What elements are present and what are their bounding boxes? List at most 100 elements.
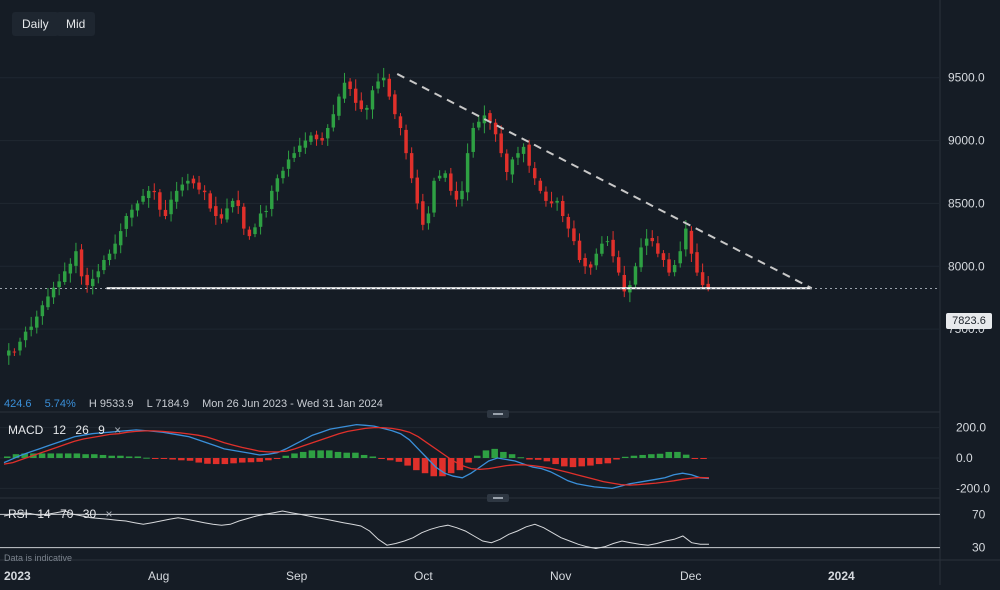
- macd-histogram-bar: [125, 456, 133, 458]
- macd-histogram-bar: [230, 458, 237, 464]
- candle-body: [113, 243, 117, 254]
- candle-body: [7, 350, 11, 356]
- macd-histogram-bar: [439, 458, 446, 477]
- y-tick-label: 9000.0: [948, 134, 985, 148]
- candle-body: [555, 200, 559, 203]
- macd-histogram-bar: [447, 458, 455, 474]
- candle-body: [656, 243, 660, 254]
- candle-body: [460, 190, 464, 200]
- macd-histogram-bar: [239, 458, 246, 463]
- pane-resize-handle-rsi[interactable]: [487, 494, 509, 502]
- macd-histogram-bar: [343, 452, 350, 458]
- candle-body: [35, 316, 39, 328]
- close-rsi-icon[interactable]: ×: [105, 507, 113, 521]
- macd-histogram-bar: [369, 456, 377, 458]
- candle-body: [230, 200, 235, 208]
- macd-histogram-bar: [64, 453, 72, 458]
- candle-body: [594, 253, 599, 266]
- macd-histogram-bar: [73, 453, 81, 458]
- candle-body: [527, 144, 531, 166]
- candle-body: [320, 137, 324, 141]
- macd-histogram-bar: [212, 458, 220, 465]
- candle-body: [454, 190, 459, 200]
- price-stats: 424.6 5.74% H 9533.9 L 7184.9 Mon 26 Jun…: [4, 398, 393, 410]
- candle-body: [130, 209, 134, 218]
- pane-resize-handle-macd[interactable]: [487, 410, 509, 418]
- low-value: L 7184.9: [146, 398, 189, 410]
- macd-histogram-bar: [552, 458, 559, 465]
- candle-body: [465, 153, 470, 193]
- x-axis-label: 2023: [4, 569, 31, 583]
- macd-histogram-bar: [12, 454, 20, 458]
- macd-histogram-bar: [21, 453, 28, 458]
- x-axis-label: Oct: [414, 569, 433, 583]
- candle-body: [661, 253, 666, 260]
- candle-body: [202, 190, 207, 193]
- macd-histogram-bar: [204, 458, 211, 464]
- candle-body: [583, 257, 587, 267]
- candle-body: [292, 153, 296, 158]
- candle-body: [236, 200, 240, 206]
- mid-button[interactable]: Mid: [56, 12, 96, 36]
- candle-body: [225, 208, 229, 220]
- candle-body: [639, 247, 643, 268]
- macd-param: 9: [98, 423, 105, 437]
- candle-body: [488, 113, 492, 122]
- candle-body: [85, 274, 89, 286]
- close-macd-icon[interactable]: ×: [114, 423, 122, 437]
- candle-body: [544, 191, 548, 201]
- candle-body: [700, 272, 705, 286]
- daily-button[interactable]: Daily: [12, 12, 59, 36]
- macd-histogram-bar: [291, 453, 298, 458]
- candle-body: [63, 271, 67, 283]
- candle-body: [381, 77, 386, 81]
- macd-histogram-bar: [151, 458, 159, 459]
- macd-tick-label: 200.0: [956, 421, 986, 435]
- candle-body: [622, 274, 627, 292]
- candle-body: [79, 249, 84, 277]
- macd-histogram-bar: [430, 458, 438, 477]
- candle-body: [124, 216, 129, 229]
- high-value: H 9533.9: [88, 398, 134, 410]
- macd-tick-label: -200.0: [956, 481, 990, 495]
- macd-histogram-bar: [578, 458, 585, 467]
- candle-body: [74, 251, 78, 266]
- candle-body: [426, 213, 431, 224]
- change-value: 424.6: [4, 398, 32, 410]
- candle-body: [96, 271, 101, 278]
- macd-histogram-bar: [700, 458, 707, 459]
- macd-histogram-bar: [613, 458, 620, 460]
- candle-body: [135, 203, 140, 211]
- candle-body: [516, 153, 520, 158]
- macd-line: [3, 423, 710, 490]
- change-pct: 5.74%: [44, 398, 76, 410]
- candle-body: [314, 134, 319, 140]
- candle-body: [348, 81, 352, 90]
- candle-body: [286, 159, 291, 169]
- macd-histogram-bar: [117, 455, 124, 458]
- macd-histogram-bar: [404, 458, 411, 466]
- candle-body: [499, 133, 503, 154]
- macd-histogram-bar: [299, 451, 307, 458]
- candle-body: [102, 260, 106, 271]
- macd-histogram-bar: [56, 453, 63, 458]
- macd-histogram-bar: [273, 458, 281, 459]
- candle-body: [365, 107, 369, 110]
- candle-body: [23, 331, 28, 341]
- candle-body: [600, 243, 604, 254]
- candle-body: [90, 278, 95, 287]
- macd-histogram-bar: [465, 458, 472, 463]
- candle-body: [46, 296, 50, 308]
- candle-body: [577, 240, 582, 260]
- x-axis-label: Sep: [286, 569, 308, 583]
- candle-body: [684, 228, 688, 250]
- candle-body: [219, 214, 224, 219]
- candle-body: [695, 252, 699, 273]
- candle-body: [258, 213, 263, 227]
- macd-tick-label: 0.0: [956, 451, 973, 465]
- candle-body: [560, 201, 565, 216]
- macd-title: MACD: [8, 423, 44, 437]
- macd-histogram-bar: [639, 454, 646, 458]
